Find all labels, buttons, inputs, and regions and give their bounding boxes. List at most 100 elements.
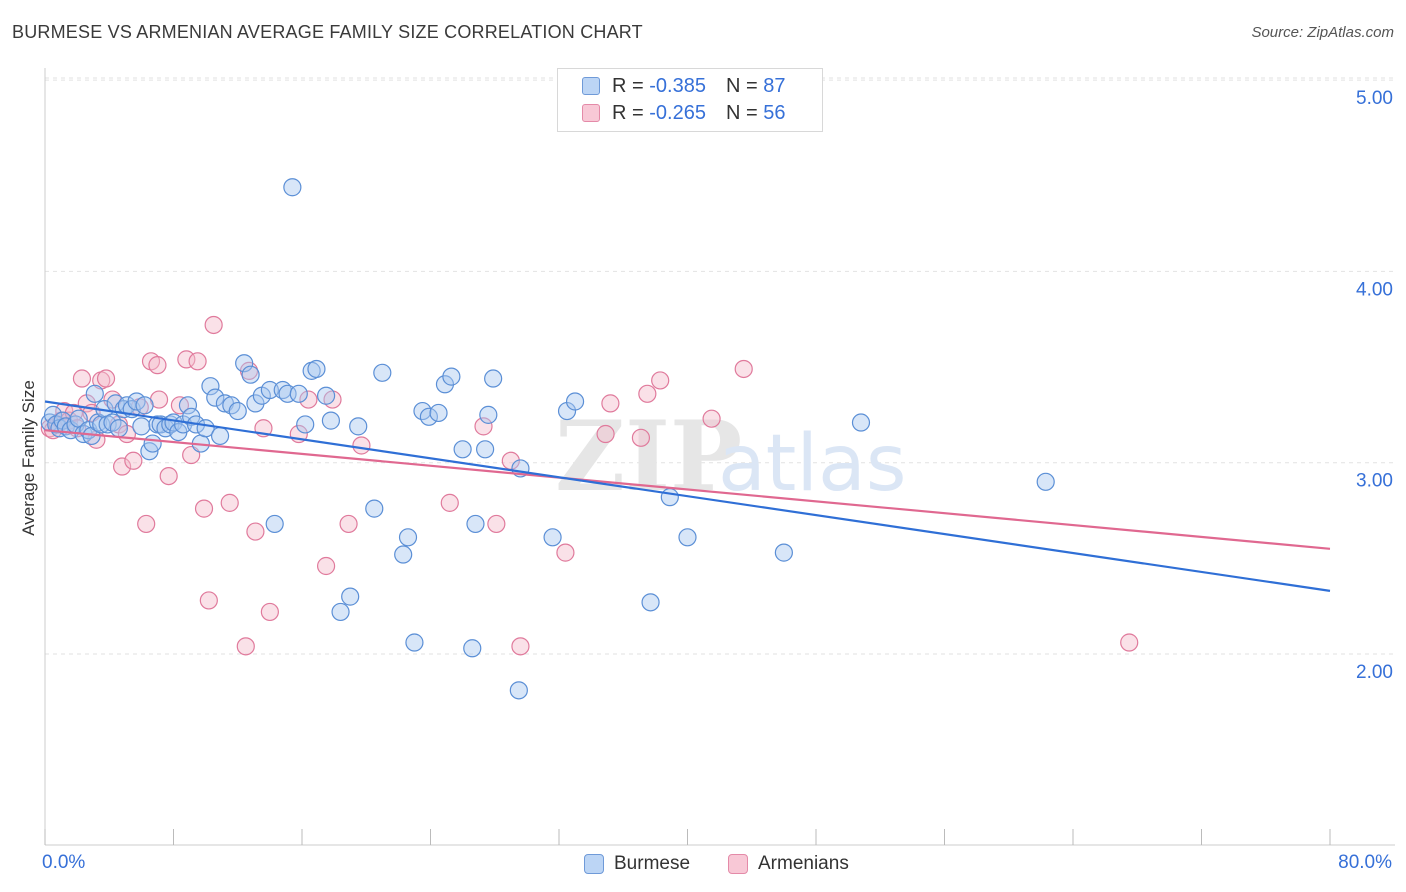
burmese-point (331, 602, 350, 622)
armenian-point (246, 522, 265, 541)
y-tick-label: 2.00 (1356, 662, 1393, 683)
armenian-point (601, 394, 620, 413)
burmese-point (316, 386, 336, 405)
y-tick-label: 3.00 (1356, 471, 1393, 492)
legend-n-label: N = (725, 101, 764, 124)
armenian-point (702, 409, 721, 428)
legend-swatch-burmese (582, 77, 600, 95)
legend-swatch-armenian (582, 104, 600, 122)
armenian-point (204, 315, 223, 335)
burmese-point (479, 405, 498, 424)
chart-title: BURMESE VS ARMENIAN AVERAGE FAMILY SIZE … (12, 22, 643, 42)
burmese-point (241, 365, 260, 384)
legend-label-armenians: Armenians (758, 853, 849, 874)
burmese-point (283, 178, 302, 197)
burmese-point (419, 407, 438, 426)
burmese-point (851, 413, 871, 432)
burmese-points (40, 178, 1055, 700)
armenian-point (260, 602, 279, 622)
chart-source: Source: ZipAtlas.com (1251, 24, 1394, 41)
burmese-point (365, 499, 384, 518)
watermark-zip: ZIP (555, 400, 742, 513)
armenian-point (199, 591, 218, 610)
armenian-point (137, 514, 156, 534)
legend-item-armenians: Armenians (728, 852, 849, 876)
burmese-point (509, 681, 528, 700)
armenian-point (596, 424, 615, 444)
armenian-point (316, 556, 336, 576)
burmese-point (109, 419, 128, 438)
y-tick-label: 4.00 (1356, 279, 1393, 300)
armenian-point (1120, 633, 1139, 652)
burmese-point (260, 380, 279, 400)
burmese-point (442, 367, 461, 386)
burmese-point (373, 363, 392, 382)
burmese-point (429, 403, 448, 423)
burmese-point (228, 401, 247, 421)
burmese-point (178, 396, 198, 415)
legend-n-label: N = (725, 74, 764, 97)
armenian-point (72, 369, 92, 388)
burmese-point (398, 528, 418, 547)
armenian-point (631, 428, 651, 447)
burmese-point (201, 377, 220, 396)
burmese-point (484, 369, 503, 388)
armenian-point (159, 466, 178, 486)
legend-swatch-armenians (728, 854, 748, 874)
burmese-point (321, 411, 341, 430)
armenian-point (194, 499, 214, 518)
x-tick-label-min: 0.0% (42, 852, 86, 873)
legend-label-burmese: Burmese (614, 853, 691, 874)
armenian-point (556, 543, 575, 562)
legend-row-burmese: R = -0.385 N = 87 (582, 73, 785, 99)
burmese-point (135, 396, 154, 415)
watermark-atlas: atlas (718, 419, 907, 509)
burmese-point (143, 434, 162, 453)
armenian-point (440, 493, 459, 512)
armenian-point (96, 369, 116, 388)
legend-r-label: R = (612, 74, 650, 97)
stats-legend: R = -0.385 N = 87 R = -0.265 N = 56 (557, 68, 823, 132)
burmese-point (307, 359, 326, 379)
legend-row-armenian: R = -0.265 N = 56 (582, 100, 785, 126)
burmese-point (349, 417, 368, 436)
armenian-point (474, 417, 493, 436)
armenian-point (236, 637, 255, 656)
armenian-point (220, 493, 239, 512)
burmese-point (405, 633, 424, 652)
burmese-point (132, 417, 151, 436)
burmese-point (394, 545, 413, 564)
burmese-point (660, 488, 679, 507)
burmese-point (206, 388, 225, 407)
armenian-point (352, 436, 371, 455)
burmese-trend-line (44, 400, 1331, 592)
armenian-point (112, 457, 132, 476)
armenian-point (487, 514, 506, 534)
armenian-trend-line (44, 429, 1331, 550)
burmese-point (641, 593, 660, 612)
x-tick-label-max: 80.0% (1338, 852, 1392, 873)
burmese-point (341, 587, 360, 606)
armenian-point (148, 356, 167, 375)
burmese-point (774, 543, 793, 562)
burmese-point (565, 392, 585, 411)
burmese-point (543, 528, 562, 547)
legend-r-label: R = (612, 101, 650, 124)
burmese-point (210, 426, 230, 446)
armenian-point (638, 384, 657, 403)
burmese-point (463, 639, 482, 658)
burmese-point (85, 384, 104, 403)
armenian-point (339, 514, 358, 534)
legend-n-value: 56 (763, 101, 786, 124)
axes (44, 68, 1395, 846)
legend-swatch-burmese (584, 854, 604, 874)
burmese-point (92, 415, 111, 434)
burmese-point (296, 415, 315, 434)
armenian-point (124, 451, 143, 470)
armenian-point (734, 359, 753, 379)
armenian-point (511, 637, 530, 656)
armenian-point (299, 390, 318, 409)
burmese-point (466, 514, 485, 534)
armenian-point (188, 352, 207, 371)
trend-lines (44, 400, 1331, 592)
